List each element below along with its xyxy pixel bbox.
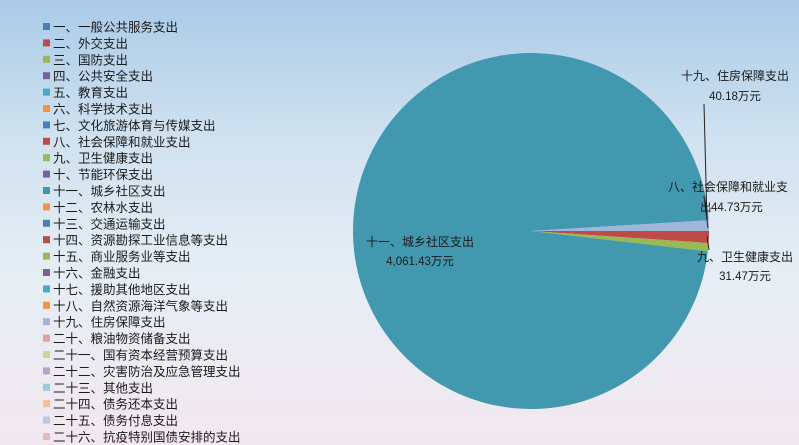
leader-line: [703, 103, 708, 222]
legend-label: 九、卫生健康支出: [53, 151, 153, 166]
legend-label: 二十一、国有资本经营预算支出: [53, 348, 228, 363]
legend-swatch: [43, 383, 50, 391]
legend-label: 三、国防支出: [53, 52, 128, 67]
legend-swatch: [43, 269, 50, 276]
legend-swatch: [43, 416, 50, 424]
data-label-name-wsjk: 九、卫生健康支出: [697, 249, 793, 264]
pie-slice: [531, 231, 709, 243]
legend-label: 十七、援助其他地区支出: [53, 282, 191, 297]
leader-line: [706, 235, 710, 251]
legend-swatch: [43, 334, 50, 342]
legend-swatch: [43, 154, 50, 162]
leader-line: [703, 195, 709, 229]
legend-label: 十一、城乡社区支出: [53, 184, 166, 199]
data-label-value-cx: 4,061.43万元: [386, 256, 454, 268]
legend-label: 四、公共安全支出: [53, 69, 153, 84]
legend-label: 七、文化旅游体育与传媒支出: [53, 118, 216, 133]
legend-label: 二、外交支出: [53, 36, 128, 51]
legend-label: 八、社会保障和就业支出: [53, 134, 191, 149]
legend: 一、一般公共服务支出二、外交支出三、国防支出四、公共安全支出五、教育支出六、科学…: [43, 20, 241, 445]
pie-slice: [353, 52, 709, 409]
data-label-value-zfbz: 40.18万元: [709, 91, 761, 103]
legend-swatch: [43, 285, 50, 293]
pie-slice: [531, 220, 709, 231]
legend-label: 十五、商业服务业等支出: [53, 249, 191, 264]
legend-swatch: [43, 187, 50, 194]
legend-label: 二十二、灾害防治及应急管理支出: [53, 364, 241, 379]
data-label-name2-shbz: 出: [700, 200, 712, 214]
legend-swatch: [43, 219, 50, 227]
legend-swatch: [43, 88, 50, 96]
data-label-name-shbz: 八、社会保障和就业支: [668, 179, 788, 194]
legend-swatch: [43, 121, 50, 129]
legend-label: 五、教育支出: [53, 85, 128, 100]
legend-swatch: [43, 301, 50, 309]
legend-label: 二十、粮油物资储备支出: [53, 331, 191, 346]
legend-label: 二十四、债务还本支出: [53, 397, 178, 412]
data-labels: 十一、城乡社区支出 4,061.43万元 十九、住房保障支出 40.18万元 八…: [366, 68, 793, 283]
legend-swatch: [43, 252, 50, 260]
legend-label: 二十五、债务付息支出: [53, 413, 178, 428]
leader-lines: [703, 103, 710, 251]
legend-swatch: [43, 72, 50, 80]
legend-swatch: [43, 39, 50, 47]
legend-label: 十三、交通运输支出: [53, 216, 166, 231]
legend-label: 六、科学技术支出: [53, 102, 153, 117]
legend-swatch: [43, 55, 50, 63]
legend-swatch: [43, 203, 50, 211]
data-label-name-cx: 十一、城乡社区支出: [366, 234, 474, 249]
legend-label: 二十六、抗疫特别国债安排的支出: [53, 430, 241, 445]
legend-swatch: [43, 23, 50, 30]
data-label-name-zfbz: 十九、住房保障支出: [681, 68, 789, 83]
pie-slice: [531, 231, 709, 252]
legend-swatch: [43, 105, 50, 112]
legend-label: 二十三、其他支出: [53, 380, 153, 395]
legend-label: 十九、住房保障支出: [53, 315, 166, 330]
legend-swatch: [43, 351, 50, 358]
data-label-value-wsjk: 31.47万元: [719, 271, 771, 283]
legend-swatch: [43, 236, 50, 244]
data-label-value-shbz: 44.73万元: [711, 202, 763, 214]
legend-label: 十六、金融支出: [53, 266, 141, 281]
legend-swatch: [43, 400, 50, 408]
legend-swatch: [43, 318, 50, 326]
legend-swatch: [43, 137, 50, 145]
legend-label: 一、一般公共服务支出: [53, 20, 178, 35]
legend-label: 十八、自然资源海洋气象等支出: [53, 298, 228, 313]
legend-swatch: [43, 433, 50, 440]
pie-slices: [353, 52, 709, 409]
legend-label: 十、节能环保支出: [53, 167, 153, 182]
legend-swatch: [43, 367, 50, 375]
legend-swatch: [43, 170, 50, 178]
legend-label: 十二、农林水支出: [53, 200, 153, 215]
legend-label: 十四、资源勘探工业信息等支出: [53, 233, 228, 248]
